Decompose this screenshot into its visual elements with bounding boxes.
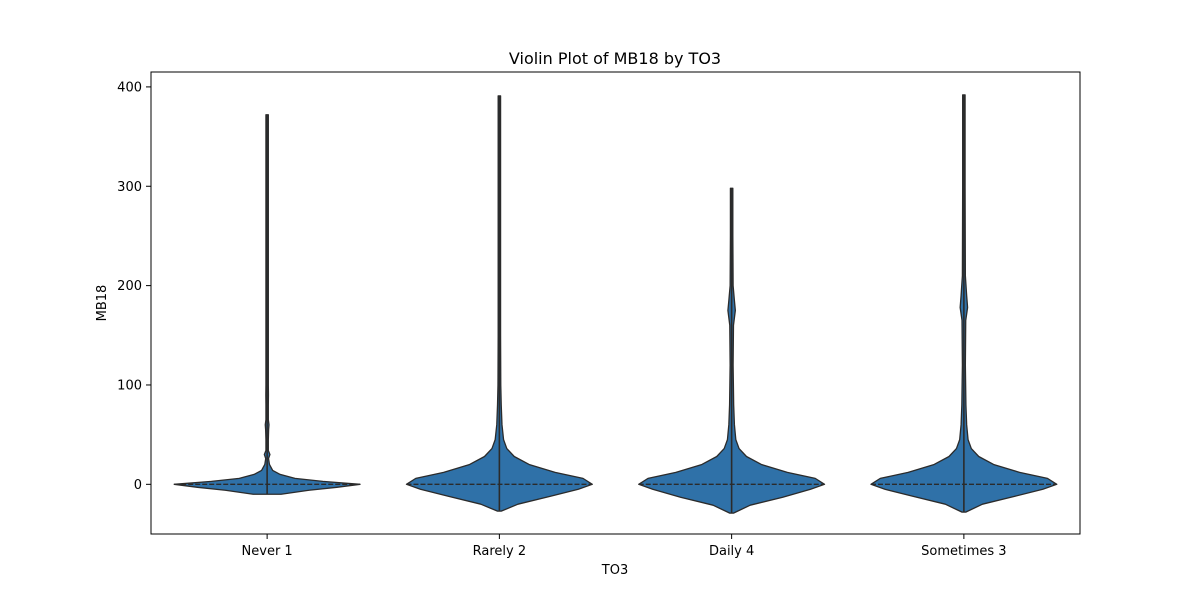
y-tick-label: 0 [134, 478, 142, 493]
x-tick-label: Sometimes 3 [921, 544, 1006, 559]
x-tick-label: Never 1 [242, 544, 293, 559]
y-tick-label: 300 [117, 180, 142, 195]
x-tick-label: Rarely 2 [473, 544, 526, 559]
violin-group [173, 94, 1058, 514]
x-axis: Never 1 Rarely 2 Daily 4 Sometimes 3 [242, 534, 1007, 559]
chart-title: Violin Plot of MB18 by TO3 [509, 49, 721, 68]
y-axis-label: MB18 [95, 285, 110, 322]
y-tick-label: 400 [117, 80, 142, 95]
plot-frame [150, 71, 1081, 535]
x-tick-label: Daily 4 [709, 544, 754, 559]
y-tick-label: 200 [117, 279, 142, 294]
y-tick-label: 100 [117, 378, 142, 393]
y-axis: 0 100 200 300 400 [117, 80, 151, 493]
x-axis-label: TO3 [601, 563, 628, 578]
